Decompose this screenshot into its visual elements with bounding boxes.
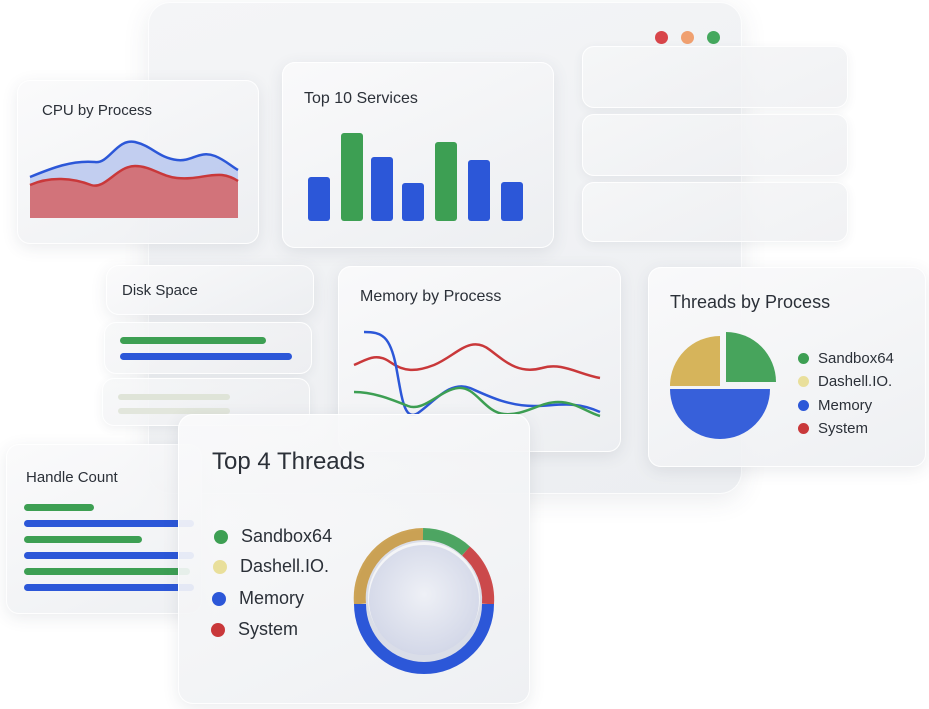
placeholder-panel xyxy=(582,46,848,108)
placeholder-panel xyxy=(582,182,848,242)
card-title: Top 4 Threads xyxy=(212,448,365,475)
disk-usage-bar xyxy=(118,408,230,414)
legend-dot-icon xyxy=(798,400,809,411)
disk-usage-bar xyxy=(120,337,266,344)
donut-slice xyxy=(422,528,471,556)
top-services-card[interactable]: Top 10 Services xyxy=(282,62,554,248)
legend-item: Sandbox64 xyxy=(214,526,332,547)
series-line xyxy=(353,386,601,418)
pie-slice xyxy=(726,332,776,382)
card-title: CPU by Process xyxy=(42,102,153,119)
donut-slice xyxy=(354,603,494,674)
window-minimize-icon[interactable] xyxy=(681,31,694,44)
handle-count-bar xyxy=(24,536,142,543)
legend-label: Sandbox64 xyxy=(818,350,894,367)
threads-donut-chart xyxy=(353,528,495,674)
cpu-area-chart xyxy=(29,140,239,218)
handle-count-bar xyxy=(24,552,194,559)
disk-usage-panel xyxy=(104,322,312,374)
legend-dot-icon xyxy=(214,529,228,544)
legend-label: Sandbox64 xyxy=(241,526,333,546)
bar-mark xyxy=(308,177,330,221)
legend-item: Memory xyxy=(798,397,872,414)
window-maximize-icon[interactable] xyxy=(707,31,720,44)
legend-label: System xyxy=(238,619,299,639)
legend-label: Memory xyxy=(239,588,305,608)
handle-count-bar xyxy=(24,520,194,527)
legend-dot-icon xyxy=(798,353,809,364)
legend-label: Dashell.IO. xyxy=(818,373,893,390)
bar-mark xyxy=(501,182,523,221)
legend-dot-icon xyxy=(798,423,809,434)
threads-card[interactable]: Threads by Process Sandbox64 Dashell.IO.… xyxy=(648,267,926,467)
card-title: Threads by Process xyxy=(670,292,831,312)
window-close-icon[interactable] xyxy=(655,31,668,44)
card-title: Handle Count xyxy=(26,469,118,486)
legend-dot-icon xyxy=(213,559,227,574)
handle-count-card[interactable]: Handle Count xyxy=(6,444,202,614)
disk-card[interactable]: Disk Space xyxy=(106,265,314,315)
disk-usage-bar xyxy=(120,353,292,360)
handle-count-bar xyxy=(24,584,194,591)
bar-mark xyxy=(468,160,490,221)
legend-item: Dashell.IO. xyxy=(798,373,892,390)
legend-item: System xyxy=(798,420,868,437)
series-line xyxy=(29,164,239,187)
legend-dot-icon xyxy=(798,376,809,387)
series-line xyxy=(353,343,601,380)
donut-slice xyxy=(353,528,424,605)
services-bar-chart xyxy=(308,133,523,221)
memory-line-chart xyxy=(353,330,601,418)
legend-label: System xyxy=(818,420,869,437)
card-title: Top 10 Services xyxy=(304,90,418,107)
legend-dot-icon xyxy=(211,622,225,637)
donut-slice xyxy=(461,546,495,605)
legend-label: Memory xyxy=(818,397,873,414)
bar-mark xyxy=(341,133,363,221)
disk-usage-bar xyxy=(118,394,230,400)
bar-mark xyxy=(435,142,457,221)
placeholder-panel xyxy=(582,114,848,176)
donut-center xyxy=(369,545,479,655)
series-line xyxy=(29,140,239,179)
cpu-card[interactable]: CPU by Process xyxy=(17,80,259,244)
pie-slice xyxy=(670,389,770,439)
handle-count-bar xyxy=(24,568,190,575)
bar-mark xyxy=(371,157,393,221)
top-threads-card[interactable]: Top 4 Threads Sandbox64 Dashell.IO. Memo… xyxy=(178,414,530,704)
legend-item: Dashell.IO. xyxy=(213,556,329,577)
handle-count-bar xyxy=(24,504,94,511)
bar-mark xyxy=(402,183,424,221)
pie-slice xyxy=(670,336,720,386)
legend-label: Dashell.IO. xyxy=(240,556,330,576)
card-title: Memory by Process xyxy=(360,288,502,305)
legend-item: System xyxy=(211,619,298,640)
legend-item: Sandbox64 xyxy=(798,350,894,367)
threads-pie-chart xyxy=(670,332,776,439)
card-title: Disk Space xyxy=(122,282,198,299)
legend-item: Memory xyxy=(212,588,304,609)
legend-dot-icon xyxy=(212,591,226,606)
